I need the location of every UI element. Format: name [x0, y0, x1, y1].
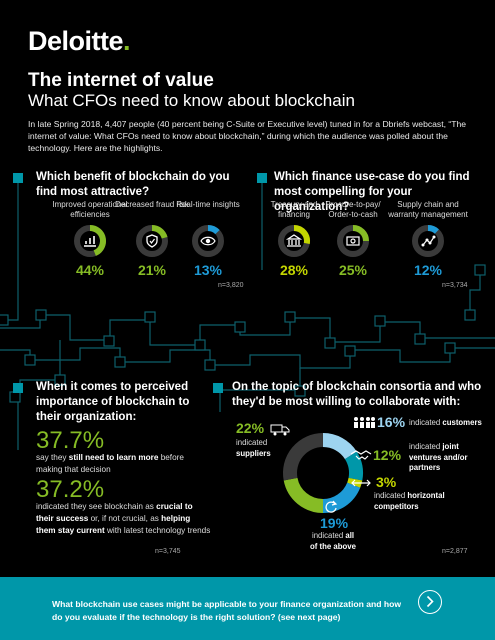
handshake-icon	[350, 450, 372, 460]
q1-option-pct: 13%	[193, 262, 223, 278]
people-icon	[354, 417, 375, 428]
truck-icon	[270, 424, 290, 436]
intro-text: In late Spring 2018, 4,407 people (40 pe…	[28, 119, 467, 154]
q1-option-pct: 44%	[75, 262, 105, 278]
eye-icon	[200, 236, 216, 246]
donut-segment-joint	[344, 451, 363, 481]
q1-marker	[13, 173, 23, 183]
q2-option-label: Supply chain and warranty management	[388, 200, 468, 220]
q3-heading: When it comes to perceived importance of…	[36, 381, 190, 423]
q2-option-pct: 12%	[413, 262, 443, 278]
donut-segment-customers	[322, 433, 357, 460]
deloitte-logo: Deloitte.	[28, 26, 131, 56]
q2-option-label: Procure-to-pay/ Order-to-cash	[325, 200, 381, 220]
stat1-text: say they still need to learn more before…	[36, 453, 184, 474]
donut-value-arc	[207, 225, 220, 235]
q2-option-label: Treasury and financing	[270, 200, 318, 220]
all-above-text: indicated all of the above	[310, 531, 356, 551]
q1-option-label: Improved operational efficiencies	[52, 200, 128, 220]
footer-text: What blockchain use cases might be appli…	[52, 599, 402, 622]
q1-heading: Which benefit of blockchain do you find …	[36, 171, 230, 198]
page-subtitle: What CFOs need to know about blockchain	[28, 91, 355, 110]
next-page-button[interactable]	[418, 590, 442, 614]
footer-banner	[0, 577, 495, 640]
q1-option-donut	[192, 225, 224, 257]
q4-n: n=2,877	[442, 548, 468, 555]
q1-option-label: Decreased fraud risk	[115, 200, 189, 209]
q2-n: n=3,734	[442, 282, 468, 289]
cycle-icon	[325, 500, 338, 513]
q4-marker	[213, 383, 223, 393]
q1-option-pct: 21%	[137, 262, 167, 278]
q1-option-donut	[74, 225, 106, 257]
q3-marker	[13, 383, 23, 393]
q2-option-pct: 25%	[338, 262, 368, 278]
shield-icon	[146, 234, 158, 248]
stat2-text: indicated they see blockchain as crucial…	[36, 502, 211, 535]
chart-icon	[84, 236, 96, 247]
q1-option-donut	[136, 225, 168, 257]
all-above-pct: 19%	[320, 515, 349, 531]
joint-ventures-pct: 12%	[373, 447, 402, 463]
q2-heading: Which finance use-case do you find most …	[274, 171, 470, 213]
suppliers-text: indicated suppliers	[236, 438, 271, 458]
chevron-right-icon	[426, 595, 434, 608]
donut-value-arc	[151, 225, 168, 239]
competitors-text: indicated horizontal competitors	[374, 491, 445, 511]
network-icon	[421, 235, 436, 247]
circuit-background	[0, 178, 495, 450]
q3-n: n=3,745	[155, 548, 181, 555]
donut-segment-suppliers	[283, 477, 324, 513]
donut-value-arc	[427, 225, 439, 234]
competitors-pct: 3%	[376, 474, 397, 490]
q2-option-donut	[412, 225, 444, 257]
consortia-donut	[283, 433, 363, 513]
q2-option-donut	[337, 225, 369, 257]
money-icon	[346, 236, 360, 246]
q1-option-label: Real-time insights	[176, 200, 240, 209]
q2-option-pct: 28%	[279, 262, 309, 278]
stat2-pct: 37.2%	[36, 476, 105, 503]
donut-value-arc	[352, 225, 369, 242]
stat1-pct: 37.7%	[36, 427, 105, 454]
bank-icon	[285, 234, 303, 247]
q2-option-donut	[278, 225, 310, 257]
donut-segment-remainder	[283, 433, 324, 481]
page-title: The internet of value	[28, 70, 214, 91]
donut-value-arc	[293, 225, 310, 244]
suppliers-pct: 22%	[236, 420, 265, 436]
donut-value-arc	[89, 225, 106, 256]
q4-heading: On the topic of blockchain consortia and…	[232, 381, 482, 408]
customers-text: indicated customers	[409, 418, 482, 427]
arrows-icon	[351, 479, 371, 487]
q1-n: n=3,820	[218, 282, 244, 289]
customers-pct: 16%	[377, 414, 406, 430]
q2-marker	[257, 173, 267, 183]
joint-ventures-text: indicated joint ventures and/or partners	[409, 442, 468, 473]
